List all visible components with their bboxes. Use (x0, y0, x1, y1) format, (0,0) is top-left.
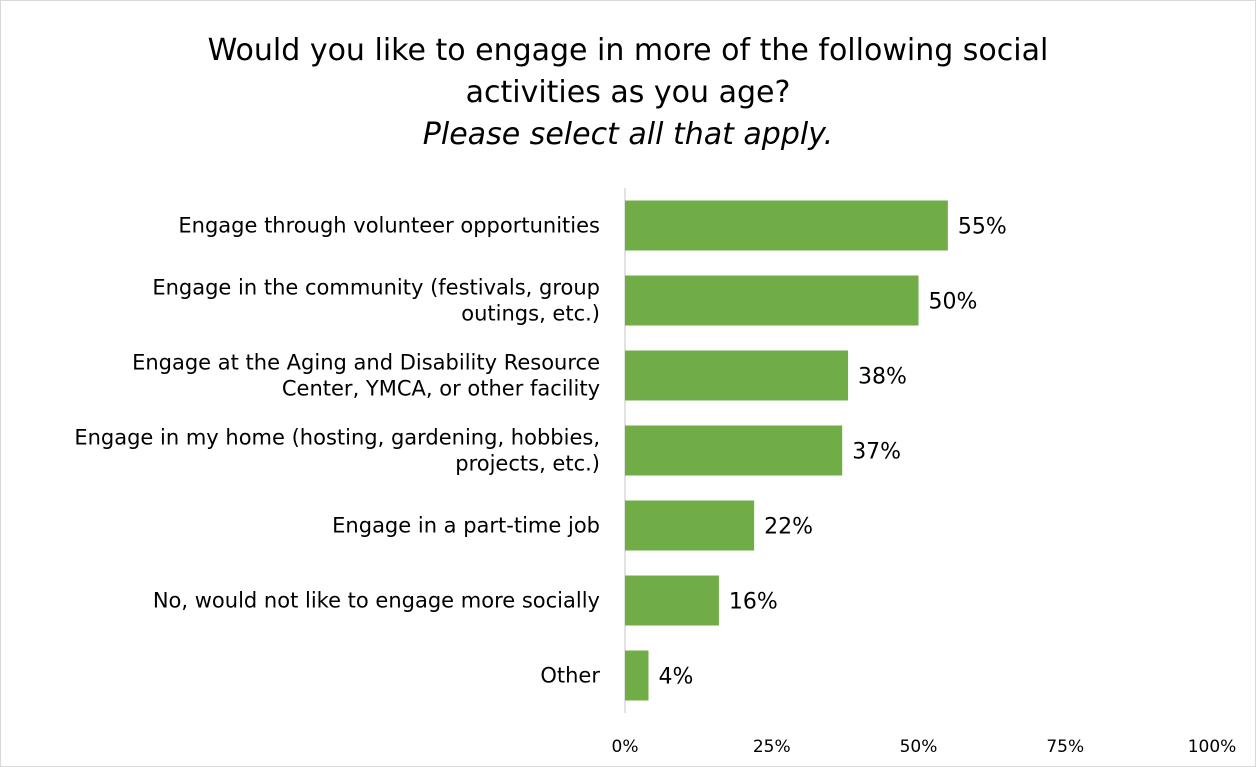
x-tick-label: 25% (753, 737, 791, 757)
x-tick-label: 75% (1046, 737, 1084, 757)
chart-title-line-2: activities as you age? (465, 75, 791, 110)
category-label: Engage through volunteer opportunities (178, 214, 600, 238)
bar-value-label: 4% (658, 665, 693, 690)
category-label: Other (540, 664, 600, 688)
bar-value-label: 22% (764, 515, 813, 540)
category-label: Engage in my home (hosting, gardening, h… (74, 426, 600, 476)
category-label: Engage in the community (festivals, grou… (152, 276, 600, 326)
bar (625, 275, 919, 326)
bar (625, 350, 849, 401)
bar-value-label: 50% (929, 290, 978, 315)
bar (625, 425, 843, 476)
category-label: No, would not like to engage more social… (153, 589, 600, 613)
x-tick-label: 100% (1188, 737, 1237, 757)
chart-subtitle: Please select all that apply. (422, 117, 834, 152)
chart-title-block: Would you like to engage in more of the … (0, 30, 1256, 156)
category-label: Engage at the Aging and Disability Resou… (132, 351, 600, 401)
bar (625, 200, 948, 251)
bar-value-label: 37% (852, 440, 901, 465)
bar-value-label: 16% (729, 590, 778, 615)
chart-title-line-1: Would you like to engage in more of the … (207, 33, 1049, 68)
bar (625, 650, 649, 701)
bar-value-label: 38% (858, 365, 907, 390)
x-tick-label: 0% (612, 737, 639, 757)
bar-value-label: 55% (958, 215, 1007, 240)
bar (625, 575, 719, 626)
bar (625, 500, 755, 551)
category-label: Engage in a part-time job (332, 514, 600, 538)
x-tick-label: 50% (900, 737, 938, 757)
